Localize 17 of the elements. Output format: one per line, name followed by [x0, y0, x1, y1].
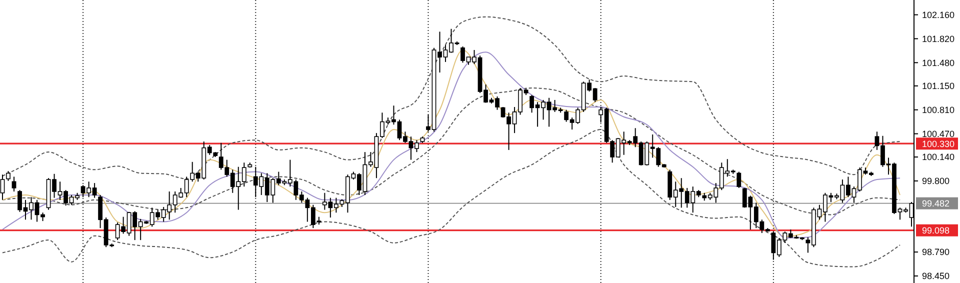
y-tick-label: 101.480 — [922, 58, 955, 68]
y-tick-label: 100.810 — [922, 104, 955, 115]
line-series — [2, 129, 900, 268]
candlestick — [6, 170, 10, 182]
y-tick-label: 98.450 — [922, 271, 950, 282]
y-tick-label: 102.160 — [922, 10, 955, 20]
y-tick-label: 99.800 — [922, 176, 950, 186]
ref-line-label: 99.482 — [922, 198, 950, 208]
y-tick-label: 100.470 — [922, 128, 955, 139]
y-tick-label: 100.140 — [922, 152, 955, 162]
y-tick-label: 98.790 — [922, 247, 950, 258]
ref-line-label: 100.330 — [922, 138, 955, 149]
candlestick — [736, 171, 742, 188]
y-tick-label: 101.820 — [922, 34, 955, 44]
y-tick-label: 101.150 — [922, 81, 955, 92]
ref-line-label: 99.098 — [922, 225, 950, 236]
candlestick — [12, 176, 16, 192]
